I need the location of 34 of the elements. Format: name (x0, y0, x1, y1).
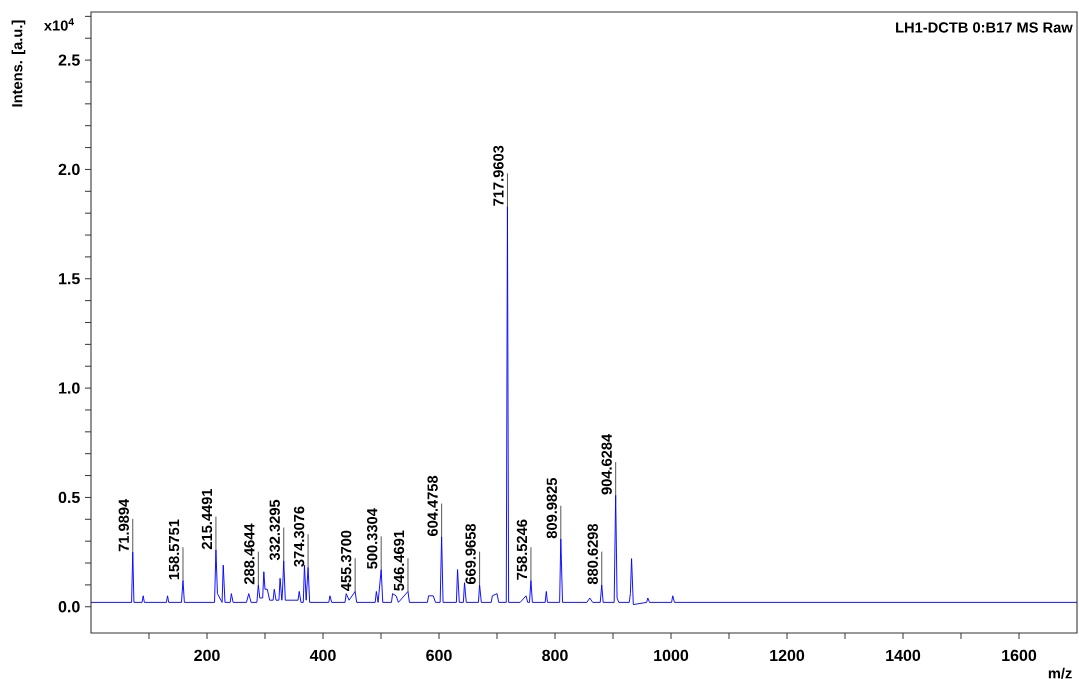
annotation: 71.9894 (118, 498, 129, 552)
y-tick-label: 0.0 (58, 601, 80, 613)
annotation: 455.3700 (340, 530, 352, 591)
annotation: 215.4491 (201, 488, 213, 550)
x-tick-label: 200 (194, 649, 220, 662)
y-tick-label: 0.5 (58, 491, 80, 504)
x-tick-label: 400 (309, 649, 336, 662)
y-tick-label: 1.5 (59, 273, 80, 285)
annotation: 904.6284 (601, 433, 612, 495)
annotation: 717.9603 (493, 145, 504, 206)
annotation: 158.5751 (168, 519, 180, 580)
annotation: 669.9658 (465, 523, 476, 585)
annotation: 374.3076 (293, 506, 305, 567)
x-tick-label: 1600 (1002, 649, 1037, 662)
y-tick-label: 2.0 (58, 163, 80, 176)
text: LH1-DCTB 0:B17 MS Raw (896, 22, 1073, 33)
annotation: 288.4644 (244, 523, 255, 585)
x-tick-label: 800 (542, 649, 568, 662)
text: x10$^{4}$ (43, 18, 74, 31)
annotation: 332.3295 (269, 499, 280, 561)
annotation: 758.5246 (516, 519, 528, 580)
annotation: 500.3304 (366, 508, 378, 569)
annotation: 809.9825 (546, 477, 557, 539)
annotation: 604.4758 (427, 475, 438, 536)
x-tick-label: 1000 (654, 649, 689, 662)
x-tick-label: 1400 (886, 649, 921, 662)
x-axis-title: m/z (1048, 667, 1072, 679)
y-tick-label: 1.0 (59, 382, 80, 394)
x-tick-label: 1200 (770, 649, 805, 662)
annotation: 546.4691 (393, 530, 405, 591)
y-axis-title: Intens. [a.u.] (11, 20, 26, 107)
y-tick-label: 2.5 (58, 54, 80, 66)
annotation: 880.6298 (587, 523, 598, 585)
x-tick-label: 600 (426, 649, 452, 662)
